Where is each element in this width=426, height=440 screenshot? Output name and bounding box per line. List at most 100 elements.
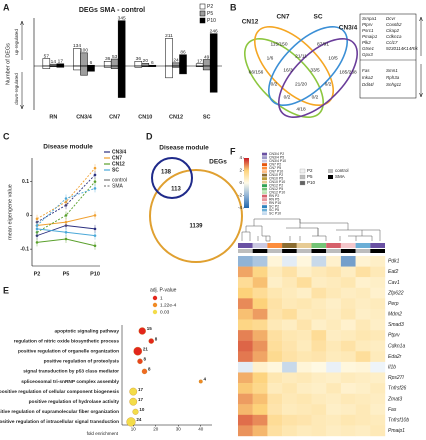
heatmap-cell <box>238 319 253 331</box>
venn-set <box>149 169 243 263</box>
heatmap-cell <box>311 266 327 278</box>
heatmap-cell <box>252 361 268 373</box>
heatmap-cell <box>355 277 371 288</box>
legend-label: CN12 P2 <box>269 183 283 187</box>
gene-label: Ptprv <box>388 333 400 339</box>
bar-value-label: 86 <box>180 49 186 55</box>
up-label: up-regulated <box>14 29 19 55</box>
gene-label: Rps27l <box>388 375 404 381</box>
y-axis-label: mean eigengene value <box>7 184 13 240</box>
term-label: regulation of nitric oxide biosynthetic … <box>14 338 120 344</box>
heatmap-cell <box>355 340 371 352</box>
dot <box>141 368 148 375</box>
series-line <box>36 174 96 223</box>
venn-set-label: CN3/4 <box>339 25 358 32</box>
legend-label: CN10 P10 <box>269 180 285 184</box>
gene-label: Eda2r <box>388 354 402 360</box>
heatmap-cell <box>370 256 386 267</box>
heatmap-cell <box>296 298 312 310</box>
heatmap-cell <box>282 414 297 426</box>
heatmap-cell <box>252 393 268 405</box>
panel-letter: B <box>230 2 237 12</box>
legend-swatch <box>262 152 267 156</box>
heatmap-cell <box>340 425 356 437</box>
heatmap-cell <box>267 425 283 437</box>
count-label: 15 <box>147 326 153 331</box>
gene-name: Ccl17 <box>386 40 398 45</box>
gene-label: Il1b <box>388 365 396 371</box>
venn-region-count: 33/5 <box>310 67 320 73</box>
bar-value-label: 6 <box>90 60 93 66</box>
legend-label: SC <box>112 167 119 173</box>
heatmap-cell <box>296 277 312 288</box>
heatmap-cell <box>282 298 297 310</box>
legend-label: SC P5 <box>269 208 279 212</box>
legend-swatch <box>199 10 206 17</box>
heatmap-cell <box>282 393 297 405</box>
venn-region-count: 87/91 <box>317 41 329 47</box>
heatmap-cell <box>238 372 253 384</box>
heatmap-cell <box>311 308 327 320</box>
category-label: CN7 <box>109 114 120 120</box>
heatmap-cell <box>267 404 283 416</box>
gene-label: Zfp622 <box>387 290 404 296</box>
heatmap-cell <box>311 372 327 384</box>
count-label: 8 <box>144 356 147 361</box>
down-label: down-regulated <box>14 73 19 105</box>
count-label: 10 <box>139 407 145 412</box>
heatmap-cell <box>355 330 371 341</box>
heatmap-cell <box>282 340 297 352</box>
legend-swatch <box>199 3 206 10</box>
point <box>93 173 97 177</box>
heatmap-cell <box>355 351 371 363</box>
gene-label: Cav1 <box>388 280 400 286</box>
bar-value-label: 211 <box>165 33 173 39</box>
venn-region-count: 66/156 <box>249 69 264 75</box>
bar-value-label: 345 <box>118 15 126 21</box>
point <box>93 187 97 190</box>
heatmap-cell <box>238 404 253 416</box>
point <box>93 244 97 248</box>
bar-down <box>179 65 187 75</box>
gene-label: Mdm2 <box>388 312 402 318</box>
dot <box>132 408 139 415</box>
legend-swatch <box>299 180 306 186</box>
heatmap-cell <box>326 414 342 426</box>
legend-dot <box>152 309 158 315</box>
heatmap-cell <box>238 361 253 373</box>
heatmap-cell <box>355 319 371 331</box>
legend-label: P10 <box>307 180 316 185</box>
heatmap-cell <box>267 287 283 299</box>
x-tick-label: 40 <box>198 427 204 432</box>
heatmap-cell <box>370 372 386 384</box>
y-tick-label: 0.1 <box>22 179 29 185</box>
heatmap-cell <box>311 393 327 405</box>
venn-region-count: 16/3 <box>283 67 293 73</box>
gene-label: Eat2 <box>388 269 399 275</box>
annotation-region <box>238 243 253 248</box>
heatmap-cell <box>252 287 268 299</box>
legend-label: RN P10 <box>269 201 281 205</box>
dot <box>133 346 143 356</box>
heatmap-cell <box>267 308 283 320</box>
legend-label: P5 <box>207 11 213 17</box>
heatmap-cell <box>340 340 356 352</box>
heatmap-cell <box>311 287 327 299</box>
heatmap-cell <box>326 277 342 288</box>
heatmap-cell <box>296 308 312 320</box>
legend-swatch <box>262 184 267 187</box>
bar-down <box>87 65 95 72</box>
bar-down <box>73 65 81 71</box>
heatmap-cell <box>252 383 268 394</box>
heatmap-cell <box>370 287 386 299</box>
heatmap-cell <box>238 256 253 267</box>
heatmap-cell <box>326 308 342 320</box>
legend-swatch <box>262 187 267 191</box>
bar-value-label: 17 <box>197 59 203 65</box>
x-tick-label: 20 <box>153 427 159 432</box>
term-label: positive regulation of intracellular sig… <box>0 419 119 425</box>
dot <box>129 397 138 406</box>
heatmap-cell <box>238 383 253 394</box>
legend-label: P5 <box>307 174 313 179</box>
